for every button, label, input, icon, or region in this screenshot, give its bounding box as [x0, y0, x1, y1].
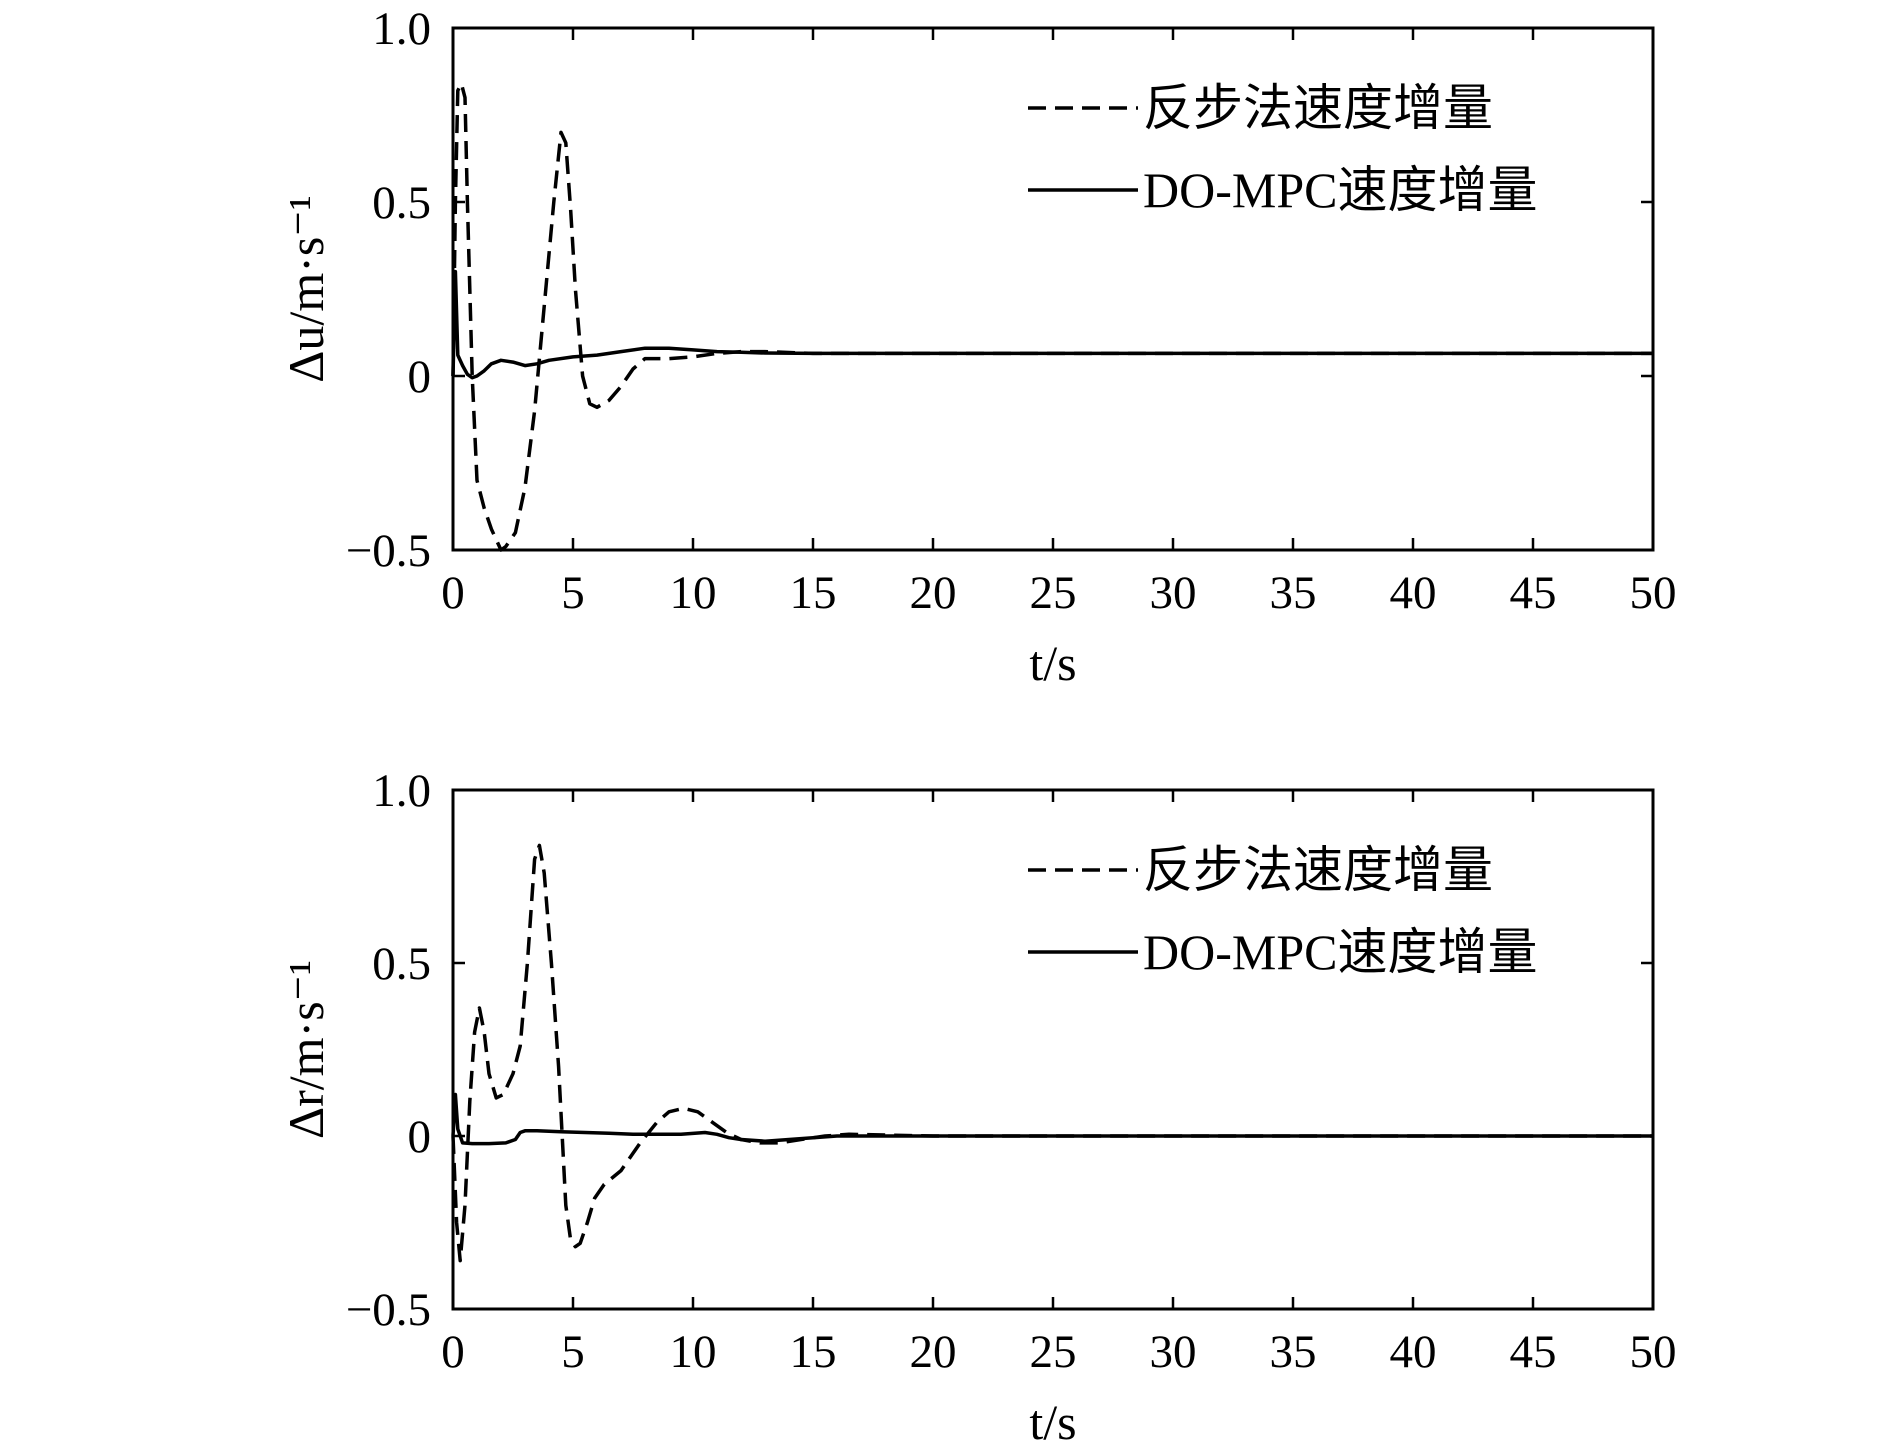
x-tick-label: 35 — [1270, 567, 1317, 619]
series-line-do-mpc — [451, 269, 1653, 380]
y-tick-label: 1.0 — [372, 3, 431, 55]
y-axis-label: Δr/m·s⁻¹ — [278, 960, 334, 1139]
y-tick-label: 0.5 — [372, 938, 431, 990]
x-tick-label: 15 — [790, 1326, 837, 1378]
x-tick-label: 5 — [561, 567, 585, 619]
chart-panel-bottom: 0 5 10 15 20 25 30 35 40 45 50−0.500.51.0t/sΔr/m·s… — [278, 765, 1677, 1450]
x-tick-label: 20 — [910, 1326, 957, 1378]
x-tick-label: 45 — [1510, 1326, 1557, 1378]
x-tick-label: 5 — [561, 1326, 585, 1378]
series-line-backstepping — [451, 843, 1653, 1263]
x-tick-label: 0 — [441, 1326, 465, 1378]
x-axis-label: t/s — [1029, 1394, 1076, 1450]
y-tick-label: 0.5 — [372, 177, 431, 229]
x-tick-label: 40 — [1390, 567, 1437, 619]
x-tick-label: 50 — [1630, 1326, 1677, 1378]
y-tick-label: −0.5 — [346, 1284, 431, 1336]
x-tick-label: 50 — [1630, 567, 1677, 619]
legend-label: DO-MPC速度增量 — [1143, 162, 1537, 218]
y-tick-label: 1.0 — [372, 765, 431, 817]
y-tick-label: 0 — [408, 351, 432, 403]
x-tick-label: 25 — [1030, 1326, 1077, 1378]
x-tick-label: 25 — [1030, 567, 1077, 619]
series-line-do-mpc — [451, 1092, 1653, 1146]
x-tick-label: 45 — [1510, 567, 1557, 619]
y-tick-label: −0.5 — [346, 525, 431, 577]
legend-label: 反步法速度增量 — [1143, 80, 1493, 136]
y-tick-label: 0 — [408, 1111, 432, 1163]
x-tick-label: 30 — [1150, 567, 1197, 619]
x-tick-label: 15 — [790, 567, 837, 619]
legend-label: DO-MPC速度增量 — [1143, 924, 1537, 980]
x-tick-label: 10 — [670, 567, 717, 619]
x-tick-label: 35 — [1270, 1326, 1317, 1378]
x-tick-label: 30 — [1150, 1326, 1197, 1378]
x-tick-label: 20 — [910, 567, 957, 619]
x-tick-label: 40 — [1390, 1326, 1437, 1378]
x-tick-label: 0 — [441, 567, 465, 619]
x-tick-label: 10 — [670, 1326, 717, 1378]
y-axis-label: Δu/m·s⁻¹ — [278, 195, 334, 382]
x-axis-label: t/s — [1029, 635, 1076, 691]
legend-label: 反步法速度增量 — [1143, 842, 1493, 898]
chart-panel-top: 0 5 10 15 20 25 30 35 40 45 50−0.500.51.0t/sΔu/m·s… — [278, 3, 1677, 691]
series-line-backstepping — [451, 81, 1653, 552]
